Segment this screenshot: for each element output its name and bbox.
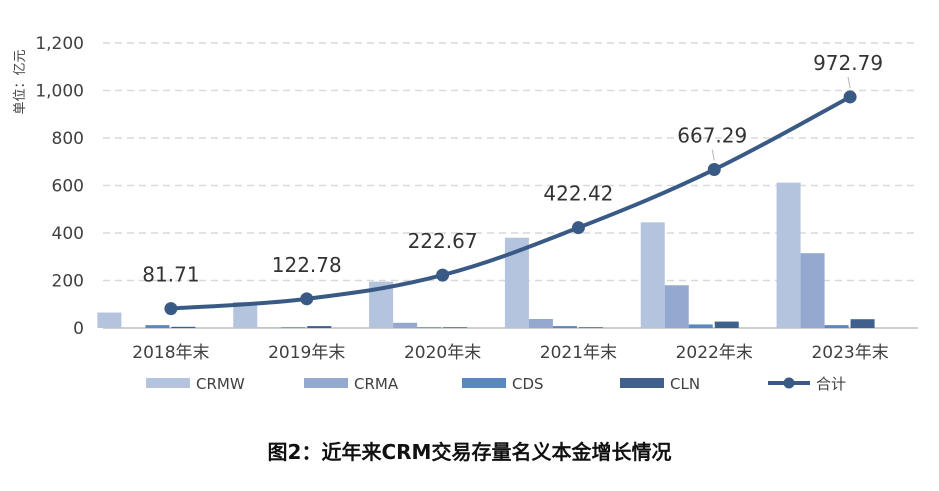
legend-label: CLN xyxy=(670,375,700,393)
y-tick-label: 1,200 xyxy=(35,34,84,54)
bar-cln xyxy=(443,327,468,328)
bar-cln xyxy=(307,326,332,328)
legend-label: 合计 xyxy=(816,375,846,393)
legend-label: CRMA xyxy=(354,375,399,393)
y-tick-label: 400 xyxy=(52,224,84,244)
bar-cln xyxy=(714,321,739,328)
bar-crma xyxy=(528,318,553,328)
legend-swatch-crmw xyxy=(146,378,190,388)
total-point xyxy=(707,163,721,177)
total-point xyxy=(164,302,178,316)
bar-crma xyxy=(664,285,689,328)
total-line xyxy=(170,95,852,311)
x-tick-label: 2018年末 xyxy=(132,343,209,363)
x-tick-label: 2020年末 xyxy=(404,343,481,363)
bar-crma xyxy=(393,322,418,328)
data-label: 422.42 xyxy=(543,182,613,206)
data-label-leader xyxy=(847,76,851,89)
bar-cds xyxy=(281,327,306,328)
bar-cds xyxy=(688,324,713,328)
data-label: 222.67 xyxy=(408,229,478,253)
data-label: 972.79 xyxy=(813,51,883,75)
y-tick-label: 1,000 xyxy=(35,82,84,102)
x-tick-label: 2022年末 xyxy=(676,343,753,363)
x-tick-label: 2023年末 xyxy=(811,343,888,363)
legend-label: CRMW xyxy=(196,375,245,393)
data-label-leader xyxy=(711,149,715,161)
legend-swatch-cln xyxy=(620,378,664,388)
bar-crma xyxy=(800,253,825,328)
bar-cds xyxy=(417,327,442,328)
total-point xyxy=(300,292,314,306)
figure-caption: 图2：近年来CRM交易存量名义本金增长情况 xyxy=(267,440,672,464)
x-tick-label: 2019年末 xyxy=(268,343,345,363)
legend-label: CDS xyxy=(512,375,544,393)
bar-cds xyxy=(552,326,577,328)
bar-cds xyxy=(145,325,170,328)
total-point xyxy=(843,90,857,104)
x-tick-label: 2021年末 xyxy=(540,343,617,363)
y-tick-label: 600 xyxy=(52,177,84,197)
bar-cds xyxy=(824,325,849,328)
total-point xyxy=(571,221,585,235)
y-axis-label: 单位：亿元 xyxy=(13,49,28,114)
bar-crmw xyxy=(504,237,529,328)
data-label: 81.71 xyxy=(142,263,199,287)
data-label: 122.78 xyxy=(272,253,342,277)
chart: 0 200 400 600 800 1,000 1,200 单位：亿元 2018年末 2019年末… xyxy=(13,34,918,393)
legend-swatch-cds xyxy=(462,378,506,388)
bar-cln xyxy=(171,326,196,328)
y-tick-label: 200 xyxy=(52,272,84,292)
y-tick-label: 0 xyxy=(73,319,84,339)
total-point xyxy=(436,268,450,282)
data-label: 667.29 xyxy=(677,124,747,148)
bar-cln xyxy=(850,319,875,328)
bar-cln xyxy=(578,327,603,328)
bar-crmw xyxy=(640,222,665,328)
legend-swatch-crma xyxy=(304,378,348,388)
bar-crmw xyxy=(776,182,801,328)
bar-crmw xyxy=(97,312,122,328)
y-tick-label: 800 xyxy=(52,129,84,149)
legend-marker-total xyxy=(783,377,795,389)
